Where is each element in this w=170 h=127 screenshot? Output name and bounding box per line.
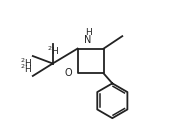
- Text: $^2$H: $^2$H: [20, 57, 32, 69]
- Text: $^2$H: $^2$H: [47, 45, 60, 57]
- Text: O: O: [65, 68, 73, 78]
- Text: N: N: [84, 35, 92, 45]
- Text: $^2$H: $^2$H: [20, 63, 32, 75]
- Text: H: H: [85, 28, 91, 37]
